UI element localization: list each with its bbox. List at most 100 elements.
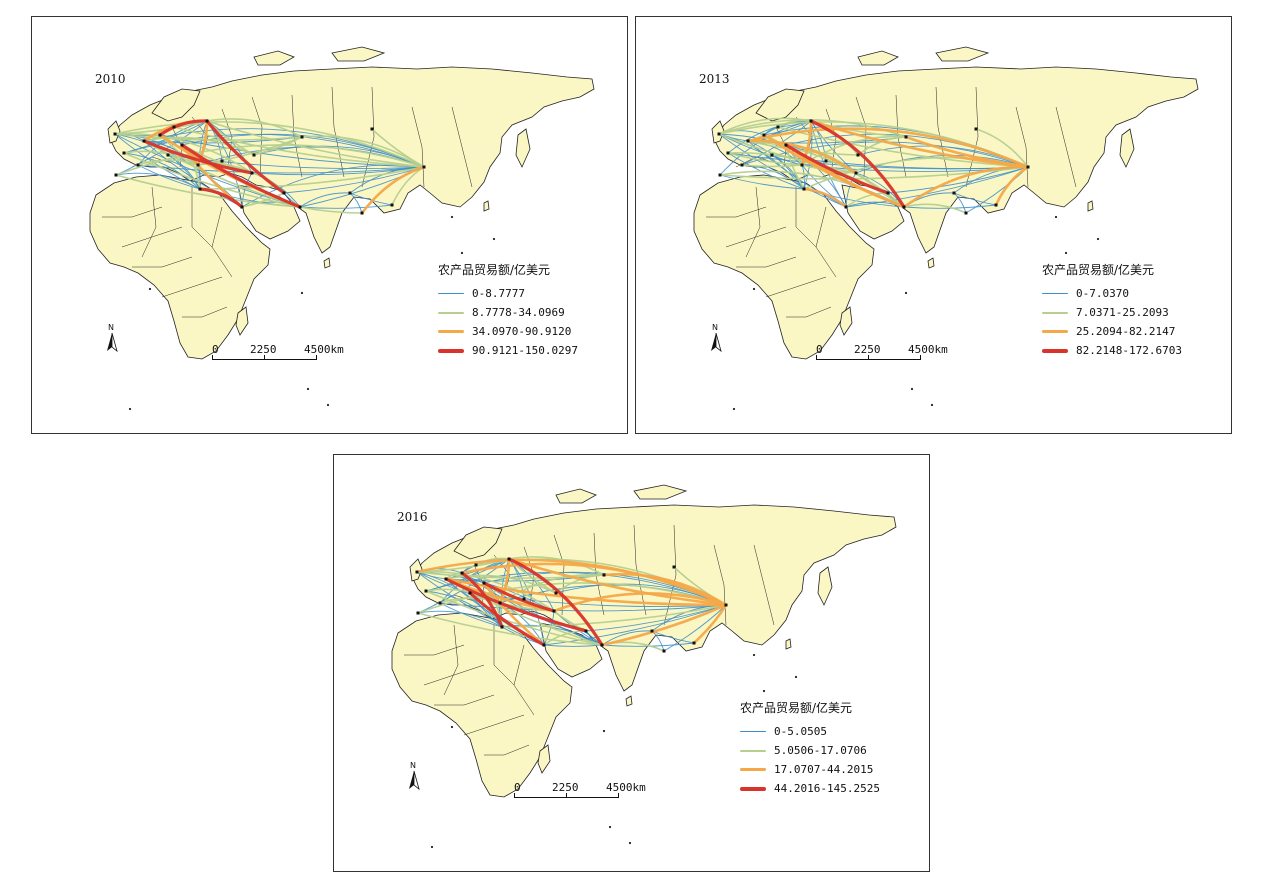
country-border	[745, 186, 761, 258]
country-border	[786, 306, 832, 318]
trade-flow-line	[251, 166, 425, 176]
trade-node	[240, 205, 244, 209]
trade-node	[784, 143, 788, 147]
island-dot	[306, 387, 310, 391]
trade-node	[136, 163, 140, 167]
legend-item-class2: 8.7778-34.0969	[438, 303, 578, 322]
scale-tick	[566, 793, 567, 798]
trade-node	[390, 203, 394, 207]
country-border	[725, 226, 787, 248]
land-shape	[539, 622, 603, 678]
island-dot	[460, 251, 464, 255]
trade-flow-line	[719, 174, 805, 190]
trade-node	[824, 159, 828, 163]
trade-flow-line	[600, 603, 728, 647]
north-arrow-label: N	[410, 761, 416, 770]
scale-tick	[816, 355, 817, 360]
trade-flow-line	[142, 139, 254, 175]
scale-label-max: 4500km	[304, 343, 344, 356]
scale-tick	[316, 355, 317, 360]
legend-title: 农产品贸易额/亿美元	[740, 701, 853, 715]
land-shape	[323, 257, 331, 269]
trade-flow-line	[727, 120, 812, 154]
legend-item-label: 34.0970-90.9120	[472, 325, 572, 338]
trade-node	[800, 163, 804, 167]
legend-item-label: 17.0707-44.2015	[774, 763, 874, 776]
trade-node	[422, 165, 426, 169]
country-border	[423, 664, 485, 686]
island-dot	[910, 387, 914, 391]
trade-flow-line	[845, 166, 1029, 208]
trade-flow-line	[482, 581, 556, 613]
trade-node	[770, 153, 774, 157]
trade-flow-line	[198, 187, 244, 209]
trade-flow-line	[747, 140, 859, 156]
north-arrow-label: N	[712, 323, 718, 332]
trade-node	[424, 589, 428, 593]
trade-node	[196, 163, 200, 167]
trade-flow-line	[468, 591, 546, 647]
island-dot	[1054, 215, 1058, 219]
trade-flow-line	[283, 166, 425, 194]
trade-flow-line	[552, 592, 728, 613]
north-arrow-icon	[409, 770, 420, 791]
trade-node	[718, 173, 722, 177]
legend-item-class1: 0-8.7777	[438, 284, 578, 303]
country-border	[935, 86, 949, 178]
island-dot	[450, 215, 454, 219]
country-border	[1055, 106, 1077, 188]
map-legend: 农产品贸易额/亿美元 0-5.0505 5.0506-17.0706 17.07…	[740, 699, 880, 798]
trade-node	[522, 597, 526, 601]
scale-label-0: 0	[514, 781, 521, 794]
trade-node	[902, 205, 906, 209]
trade-node	[460, 571, 464, 575]
land-shape	[253, 50, 295, 66]
island-dot	[128, 407, 132, 411]
island-dot	[752, 653, 756, 657]
island-dot	[904, 291, 908, 295]
legend-item-label: 8.7778-34.0969	[472, 306, 565, 319]
trade-flow-line	[777, 119, 812, 128]
trade-flow-line	[241, 192, 285, 208]
trade-flow-line	[746, 139, 858, 175]
trade-node	[500, 625, 504, 629]
land-shape	[857, 50, 899, 66]
trade-node	[602, 573, 606, 577]
land-shape	[515, 128, 531, 168]
land-shape	[331, 46, 386, 62]
country-border	[815, 206, 837, 278]
trade-flow-line	[602, 572, 728, 607]
trade-flow-line	[445, 574, 557, 594]
map-year-label: 2013	[699, 72, 730, 86]
trade-node	[802, 187, 806, 191]
legend-swatch-class1	[1042, 292, 1068, 295]
trade-node	[600, 643, 604, 647]
trade-flow-line	[143, 136, 255, 156]
legend-item-class2: 5.0506-17.0706	[740, 741, 880, 760]
trade-flow-line	[507, 557, 604, 647]
country-border	[411, 106, 425, 188]
trade-node	[692, 641, 696, 645]
island-dot	[602, 729, 606, 733]
map-panel-2010: 2010 农产品贸易额/亿美元 0-8.7777 8.7778-34.0969 …	[31, 16, 628, 434]
scale-label-max: 4500km	[908, 343, 948, 356]
trade-flow-line	[904, 135, 1030, 169]
legend-item-label: 7.0371-25.2093	[1076, 306, 1169, 319]
scale-label-0: 0	[212, 343, 219, 356]
trade-flow-line	[601, 630, 653, 646]
trade-flow-line	[845, 172, 857, 208]
legend-item-class4: 44.2016-145.2525	[740, 779, 880, 798]
trade-node	[584, 629, 588, 633]
legend-item-label: 82.2148-172.6703	[1076, 344, 1182, 357]
trade-node	[542, 643, 546, 647]
scale-label-mid: 2250	[854, 343, 881, 356]
trade-flow-line	[205, 119, 286, 195]
land-shape	[151, 88, 201, 122]
trade-flow-line	[206, 120, 253, 174]
island-dot	[608, 825, 612, 829]
island-dot	[732, 407, 736, 411]
trade-flow-line	[444, 577, 588, 633]
trade-node	[904, 135, 908, 139]
trade-flow-line	[439, 602, 503, 628]
country-border	[633, 524, 647, 616]
